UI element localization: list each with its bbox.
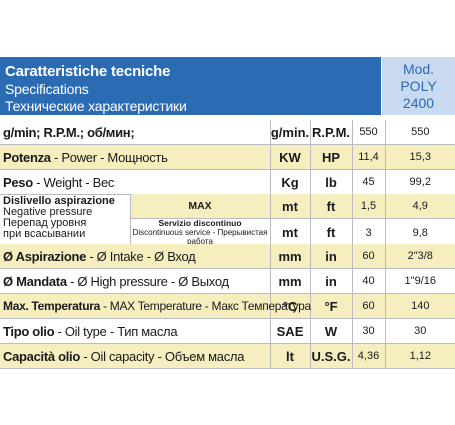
unit-secondary: °F	[309, 293, 353, 319]
value-primary: 30	[351, 318, 386, 344]
table-row: Servizio discontinuo Discontinuous servi…	[0, 218, 455, 247]
discontinuous-service-label: Servizio discontinuo Discontinuous servi…	[129, 218, 270, 247]
row-label-oil-capacity: Capacità olio - Oil capacity - Объем мас…	[0, 343, 271, 369]
unit-secondary: in	[309, 268, 353, 294]
unit-secondary: HP	[309, 144, 352, 170]
unit-secondary: U.S.G.	[309, 343, 353, 369]
row-label-negative-pressure: Dislivello aspirazione Negative pressure…	[0, 194, 130, 247]
value-secondary: 2"3/8	[384, 244, 455, 269]
max-label: MAX	[129, 194, 270, 219]
row-label-high-pressure: Ø Mandata - Ø High pressure - Ø Выход	[0, 268, 271, 294]
table-row: Tipo olio - Oil type - Тип масла SAE W 3…	[0, 318, 455, 344]
negative-pressure-table: Dislivello aspirazione Negative pressure…	[0, 194, 455, 247]
value-secondary: 30	[384, 318, 455, 344]
value-primary: 550	[351, 120, 385, 145]
model-label: Mod.	[402, 61, 435, 77]
value-primary: 3	[351, 218, 385, 247]
table-row: Ø Mandata - Ø High pressure - Ø Выход mm…	[0, 268, 455, 294]
table-row: Dislivello aspirazione Negative pressure…	[0, 194, 455, 247]
title-italian: Caratteristiche tecniche	[5, 63, 171, 80]
unit-primary: SAE	[269, 318, 311, 344]
value-secondary: 1,12	[384, 343, 455, 369]
unit-secondary: lb	[309, 169, 352, 195]
value-primary: 4,36	[351, 343, 386, 369]
unit-primary: mm	[269, 244, 311, 269]
value-secondary: 1"9/16	[384, 268, 455, 294]
unit-primary: °C	[269, 293, 311, 319]
unit-secondary: ft	[309, 218, 352, 247]
model-number: 2400	[402, 95, 435, 111]
unit-secondary: ft	[309, 194, 352, 219]
unit-primary: lt	[269, 343, 311, 369]
title-english: Specifications	[5, 81, 89, 97]
row-label-rpm: g/min; R.P.M.; об/мин;	[0, 120, 270, 145]
unit-primary: mt	[269, 218, 310, 247]
value-secondary: 15,3	[384, 144, 455, 170]
row-label-weight: Peso - Weight - Вес	[0, 169, 270, 195]
row-label-intake: Ø Aspirazione - Ø Intake - Ø Вход	[0, 244, 271, 269]
table-row: Capacità olio - Oil capacity - Объем мас…	[0, 343, 455, 369]
table-row: g/min; R.P.M.; об/мин; g/min. R.P.M. 550…	[0, 120, 455, 145]
row-label-max-temperature: Max. Temperatura - MAX Temperature - Мак…	[0, 293, 311, 319]
spec-table-lower: Ø Aspirazione - Ø Intake - Ø Вход mm in …	[0, 244, 455, 369]
unit-secondary: R.P.M.	[309, 120, 352, 145]
spec-table: g/min; R.P.M.; об/мин; g/min. R.P.M. 550…	[0, 120, 455, 195]
value-secondary: 4,9	[384, 194, 455, 219]
unit-secondary: W	[309, 318, 353, 344]
table-row: Potenza - Power - Мощность KW HP 11,4 15…	[0, 144, 455, 170]
row-label-power: Potenza - Power - Мощность	[0, 144, 270, 170]
value-primary: 40	[351, 268, 386, 294]
table-row: Max. Temperatura - MAX Temperature - Мак…	[0, 293, 455, 319]
unit-primary: mm	[269, 268, 311, 294]
value-primary: 1,5	[351, 194, 385, 219]
unit-primary: KW	[269, 144, 310, 170]
value-primary: 45	[351, 169, 385, 195]
model-name: POLY	[400, 78, 437, 94]
table-row: Peso - Weight - Вес Kg lb 45 99,2	[0, 169, 455, 195]
value-primary: 60	[351, 244, 386, 269]
unit-secondary: in	[309, 244, 353, 269]
value-secondary: 550	[384, 120, 455, 145]
spec-header: Caratteristiche tecniche Specifications …	[0, 57, 381, 115]
value-secondary: 99,2	[384, 169, 455, 195]
value-secondary: 9,8	[384, 218, 455, 247]
unit-primary: Kg	[269, 169, 310, 195]
title-russian: Технические характеристики	[5, 98, 187, 114]
value-primary: 11,4	[351, 144, 385, 170]
row-label-oil-type: Tipo olio - Oil type - Тип масла	[0, 318, 271, 344]
value-primary: 60	[351, 293, 386, 319]
unit-primary: g/min.	[269, 120, 310, 145]
unit-primary: mt	[269, 194, 310, 219]
table-row: Ø Aspirazione - Ø Intake - Ø Вход mm in …	[0, 244, 455, 269]
value-secondary: 140	[384, 293, 455, 319]
model-box: Mod. POLY 2400	[382, 57, 455, 115]
